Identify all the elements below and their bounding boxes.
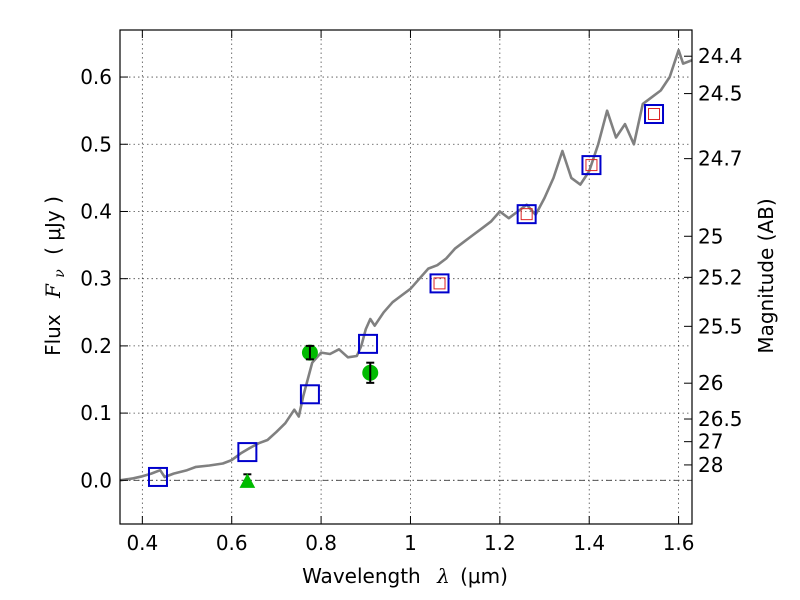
y-axis-label-unit: ( μJy ) bbox=[41, 196, 65, 255]
photometry-square bbox=[429, 273, 450, 294]
y-axis-label: Flux F ν ( μJy ) bbox=[41, 196, 69, 356]
mag-tick-label: 26 bbox=[698, 371, 723, 395]
x-tick-label: 0.6 bbox=[216, 531, 248, 555]
y-axis-label-subscript: ν bbox=[52, 269, 68, 278]
mag-tick-label: 25 bbox=[698, 224, 723, 248]
x-tick-label: 1.6 bbox=[663, 531, 695, 555]
photometry-square bbox=[147, 466, 168, 487]
x-tick-label: 1 bbox=[404, 531, 417, 555]
x-tick-label: 1.2 bbox=[484, 531, 516, 555]
y-tick-label: 0.4 bbox=[80, 199, 112, 223]
photometry-inner-square bbox=[433, 277, 446, 290]
model-spectrum-line bbox=[120, 48, 692, 482]
x-axis-label: Wavelength λ (μm) bbox=[302, 564, 508, 588]
photometry-square bbox=[299, 384, 320, 405]
photometry-square bbox=[358, 333, 379, 354]
y-tick-label: 0.5 bbox=[80, 132, 112, 156]
photometry-marks bbox=[147, 104, 665, 488]
grid-lines bbox=[120, 30, 692, 524]
mag-tick-label: 26.5 bbox=[698, 407, 743, 431]
upper-limit-triangle bbox=[239, 473, 256, 488]
x-tick-label: 1.4 bbox=[573, 531, 605, 555]
mag-tick-label: 25.5 bbox=[698, 314, 743, 338]
y2-axis-label: Magnitude (AB) bbox=[754, 198, 778, 353]
photometry-square bbox=[237, 442, 258, 463]
photometry-inner-square bbox=[648, 108, 661, 121]
y-tick-label: 0.2 bbox=[80, 334, 112, 358]
x-tick-label: 0.8 bbox=[305, 531, 337, 555]
y-axis-label-symbol: F bbox=[41, 283, 65, 299]
x-tick-label: 0.4 bbox=[126, 531, 158, 555]
mag-tick-label: 25.2 bbox=[698, 265, 743, 289]
mag-tick-label: 27 bbox=[698, 430, 723, 454]
y-tick-label: 0.0 bbox=[80, 468, 112, 492]
photometry-inner-square bbox=[585, 159, 598, 172]
mag-tick-label: 28 bbox=[698, 453, 723, 477]
photometry-square bbox=[581, 155, 602, 176]
axis-ticks: 0.4 0.6 0.8 1 1.2 1.4 1.6 0.0 0.1 0.2 0.3 0.4 0.5 0.6… bbox=[80, 30, 743, 555]
mag-tick-label: 24.4 bbox=[698, 44, 743, 68]
mag-tick-label: 24.7 bbox=[698, 147, 743, 171]
plot-frame bbox=[119, 29, 693, 525]
photometry-square bbox=[516, 204, 537, 225]
y-tick-label: 0.6 bbox=[80, 65, 112, 89]
y-tick-label: 0.3 bbox=[80, 267, 112, 291]
plot-area bbox=[120, 48, 692, 488]
x-axis-label-prefix: Wavelength bbox=[302, 564, 421, 588]
y-axis-label-prefix: Flux bbox=[41, 314, 65, 356]
y-tick-label: 0.1 bbox=[80, 401, 112, 425]
x-axis-label-symbol: λ bbox=[436, 564, 450, 588]
mag-tick-label: 24.5 bbox=[698, 82, 743, 106]
x-axis-label-unit: (μm) bbox=[460, 564, 508, 588]
photometry-inner-square bbox=[520, 208, 533, 221]
photometry-square bbox=[644, 104, 665, 125]
